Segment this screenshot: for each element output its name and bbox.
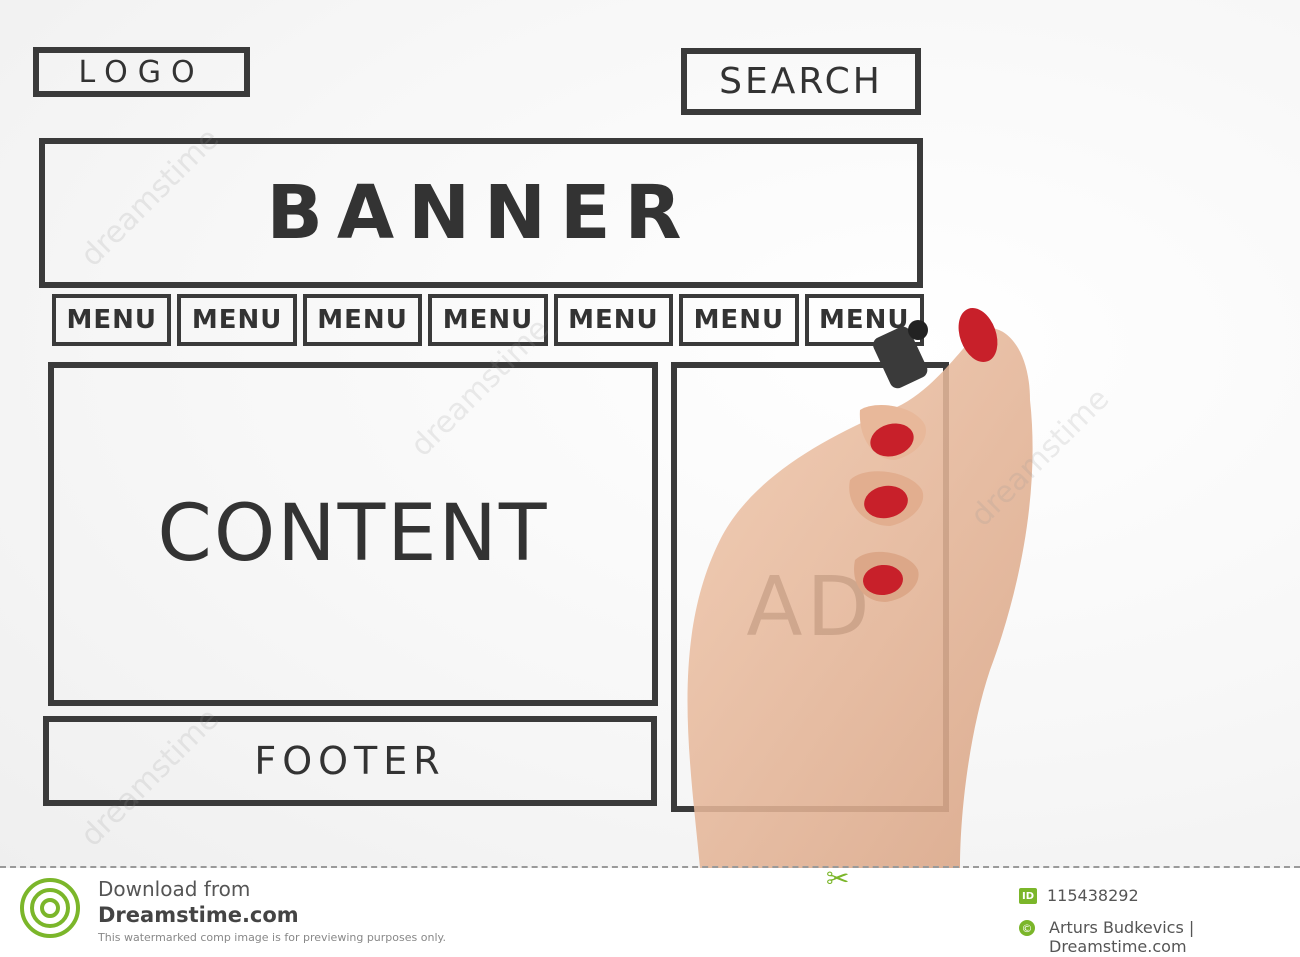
menu-item: MENU <box>177 294 297 346</box>
menu-item: MENU <box>804 294 924 346</box>
menu-item: MENU <box>679 294 799 346</box>
menu-item: MENU <box>302 294 423 346</box>
ad-box: AD <box>671 362 949 812</box>
menu-item: MENU <box>553 294 674 346</box>
fingernail <box>958 307 998 363</box>
image-id: 115438292 <box>1047 886 1139 905</box>
ad-label: AD <box>746 559 874 655</box>
watermark-text: dreamstime <box>964 381 1117 534</box>
banner-box: BANNER <box>39 138 923 288</box>
menu-item: MENU <box>428 294 548 346</box>
menu-item: MENU <box>52 294 172 346</box>
search-box: SEARCH <box>681 48 921 115</box>
menu-bar: MENU MENU MENU MENU MENU MENU MENU <box>52 294 924 346</box>
dreamstime-logo-icon <box>20 878 80 938</box>
photo: LOGO SEARCH BANNER MENU MENU MENU MENU M… <box>0 0 1300 868</box>
banner-label: BANNER <box>266 170 696 256</box>
logo-label: LOGO <box>78 54 205 90</box>
logo-box: LOGO <box>33 47 250 97</box>
download-from-text: Download from <box>98 877 251 901</box>
search-label: SEARCH <box>719 61 883 102</box>
watermark-footer <box>0 870 1300 957</box>
preview-notice: This watermarked comp image is for previ… <box>98 931 446 944</box>
content-label: CONTENT <box>157 489 549 579</box>
id-badge-icon: ID <box>1019 888 1037 904</box>
footer-label: FOOTER <box>254 739 446 783</box>
content-box: CONTENT <box>48 362 658 706</box>
footer-box: FOOTER <box>43 716 657 806</box>
dashed-divider <box>0 866 1300 868</box>
scissors-icon: ✂ <box>826 862 850 895</box>
author-credit: Arturs Budkevics | Dreamstime.com <box>1049 918 1195 956</box>
site-name[interactable]: Dreamstime.com <box>98 903 299 927</box>
copyright-icon: © <box>1019 920 1035 936</box>
